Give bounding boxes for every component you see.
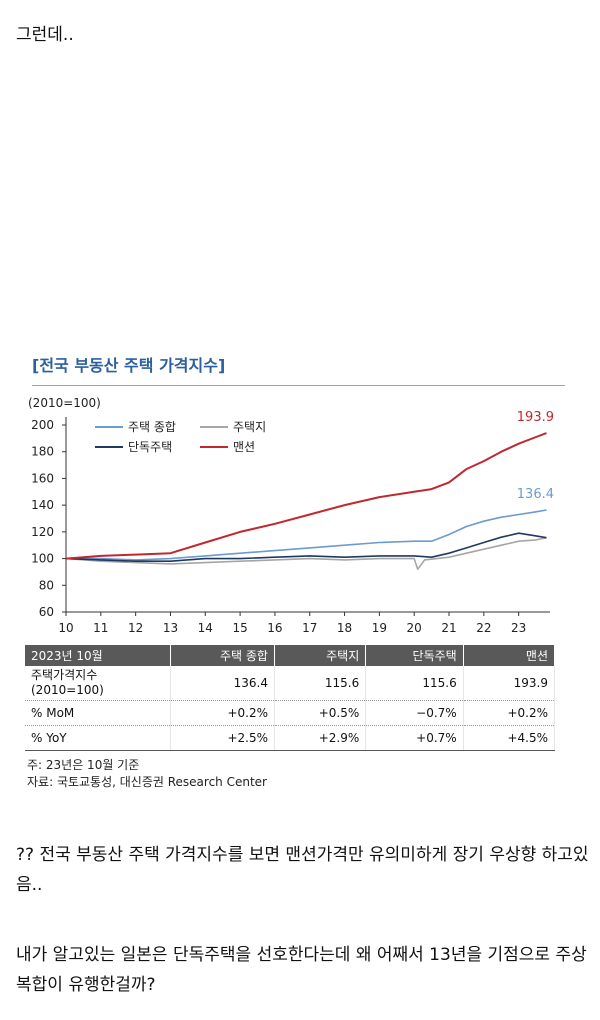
table-cell: +0.7%: [365, 725, 464, 751]
table-cell: −0.7%: [365, 700, 464, 726]
source-line: 자료: 국토교통성, 대신증권 Research Center: [27, 775, 267, 789]
table-row: 주택가격지수 (2010=100) 136.4 115.6 115.6 193.9: [25, 666, 556, 701]
chart-axes: 60 80 100 120 140 160 180 200 10 11 12 13 14 15 16 17 18…: [31, 417, 550, 635]
end-label-mansion: 193.9: [517, 410, 554, 425]
table-cell: 115.6: [274, 666, 367, 701]
x-tick-label: 17: [302, 621, 317, 635]
series-line-land: [65, 536, 547, 571]
table-header-row: 2023년 10월 주택 종합 주택지 단독주택 맨션: [25, 645, 556, 666]
x-tick-label: 19: [372, 621, 387, 635]
x-tick-label: 18: [337, 621, 352, 635]
x-tick-label: 22: [476, 621, 491, 635]
table-header-total: 주택 종합: [170, 645, 275, 666]
post-paragraph: 내가 알고있는 일본은 단독주택을 선호한다는데 왜 어째서 13년을 기점으로…: [16, 945, 587, 995]
x-tick-label: 14: [198, 621, 213, 635]
series-line-housing_total: [66, 509, 547, 561]
table-cell: 193.9: [463, 666, 556, 701]
note-line: 주: 23년은 10월 기준: [27, 758, 140, 772]
series-line-mansion: [65, 432, 547, 560]
price-index-chart: 60 80 100 120 140 160 180 200 10 11 12 13 14 15 16 17 18…: [31, 410, 554, 635]
chart-series: [65, 432, 547, 571]
figure-title: [전국 부동산 주택 가격지수]: [32, 356, 226, 375]
x-tick-label: 11: [93, 621, 108, 635]
legend-label-housing_total: 주택 종합: [128, 420, 176, 434]
x-tick-label: 13: [163, 621, 178, 635]
chart-end-labels: 136.4 193.9: [517, 410, 554, 502]
table-header-land: 주택지: [274, 645, 367, 666]
series-line-detached: [65, 532, 547, 562]
x-tick-label: 21: [441, 621, 456, 635]
row-label: % YoY: [25, 725, 172, 751]
x-tick-label: 23: [511, 621, 526, 635]
x-tick-label: 10: [58, 621, 73, 635]
y-tick-label: 80: [39, 578, 54, 592]
table-row: % YoY +2.5% +2.9% +0.7% +4.5%: [25, 725, 556, 751]
table-row: % MoM +0.2% +0.5% −0.7% +0.2%: [25, 700, 556, 726]
table-header-period: 2023년 10월: [25, 645, 172, 666]
table-header-mansion: 맨션: [463, 645, 556, 666]
y-tick-label: 180: [31, 445, 54, 459]
table-cell: +0.2%: [463, 700, 556, 726]
figure-panel: [전국 부동산 주택 가격지수] (2010=100) 60 80 100 120 14…: [20, 340, 580, 800]
summary-table: 2023년 10월 주택 종합 주택지 단독주택 맨션 주택가격지수 (2010=…: [25, 645, 556, 751]
table-cell: 136.4: [170, 666, 275, 701]
table-cell: +4.5%: [463, 725, 556, 751]
row-label: 주택가격지수 (2010=100): [25, 666, 172, 701]
legend-label-land: 주택지: [233, 420, 266, 434]
table-cell: 115.6: [365, 666, 464, 701]
post-paragraph: ?? 전국 부동산 주택 가격지수를 보면 맨션가격만 유의미하게 장기 우상향…: [16, 845, 589, 895]
unit-label: (2010=100): [28, 396, 101, 410]
title-divider: [32, 385, 565, 386]
row-label: % MoM: [25, 700, 172, 726]
y-tick-label: 160: [31, 471, 54, 485]
table-cell: +2.5%: [170, 725, 275, 751]
table-cell: +0.5%: [274, 700, 367, 726]
y-tick-label: 60: [39, 605, 54, 619]
legend-label-mansion: 맨션: [233, 440, 255, 454]
x-tick-label: 16: [267, 621, 282, 635]
y-tick-label: 120: [31, 525, 54, 539]
y-tick-label: 100: [31, 552, 54, 566]
table-cell: +2.9%: [274, 725, 367, 751]
post-intro-text: 그런데..: [16, 25, 74, 45]
x-tick-label: 12: [128, 621, 143, 635]
y-tick-label: 140: [31, 498, 54, 512]
table-header-detached: 단독주택: [365, 645, 464, 666]
end-label-housing_total: 136.4: [517, 487, 554, 502]
table-cell: +0.2%: [170, 700, 275, 726]
x-tick-label: 20: [407, 621, 422, 635]
legend-label-detached: 단독주택: [128, 440, 172, 454]
figure-notes: 주: 23년은 10월 기준 자료: 국토교통성, 대신증권 Research …: [27, 757, 267, 791]
x-tick-label: 15: [232, 621, 247, 635]
y-tick-label: 200: [31, 418, 54, 432]
